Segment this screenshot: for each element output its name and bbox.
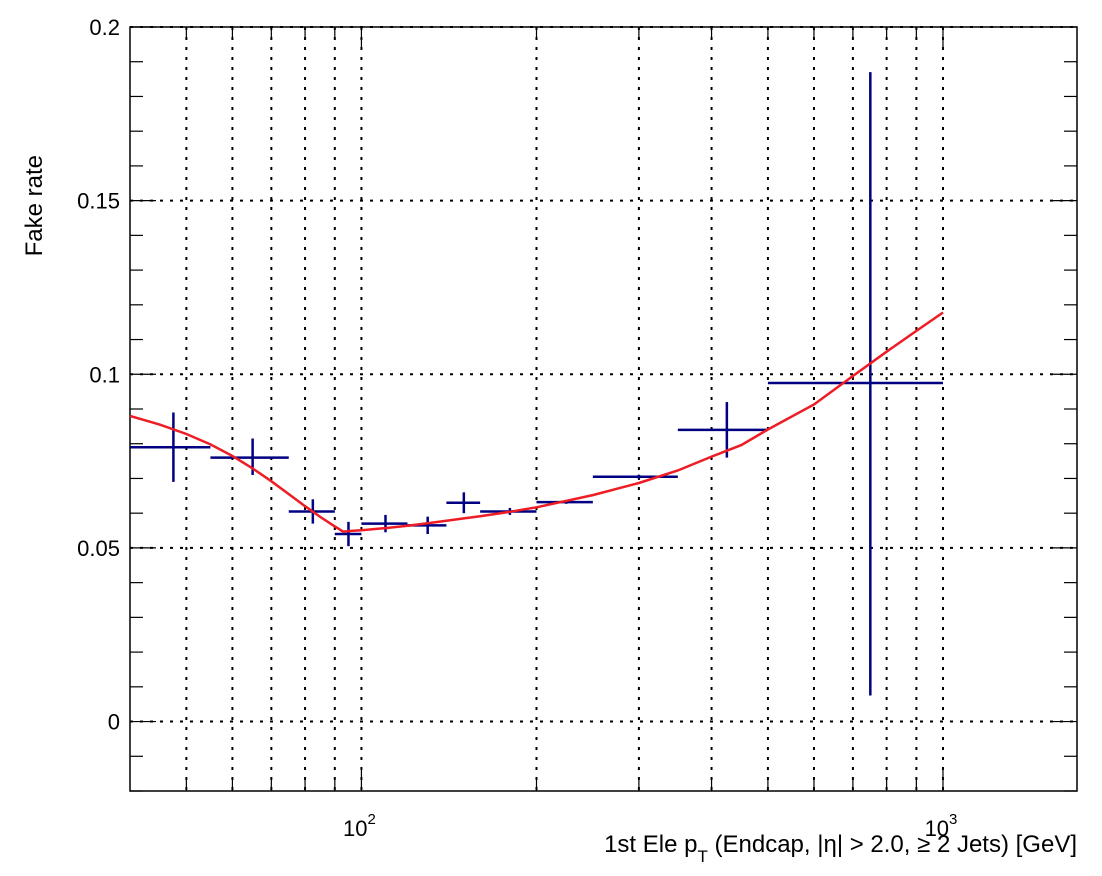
data-point	[446, 492, 481, 514]
y-tick-label: 0	[108, 710, 120, 735]
data-point	[767, 72, 943, 696]
data-point	[592, 474, 678, 479]
data-point	[361, 514, 408, 533]
x-axis-label: 1st Ele pT (Endcap, |η| > 2.0, ≥ 2 Jets)…	[604, 831, 1077, 866]
data-point	[210, 438, 289, 475]
x-tick-label: 103	[925, 811, 958, 841]
y-tick-label: 0.15	[77, 189, 120, 214]
x-axis-label-suffix: (Endcap, |η| > 2.0, ≥ 2 Jets) [GeV]	[708, 831, 1077, 858]
y-tick-labels: 0 0.05 0.1 0.15 0.2	[77, 15, 120, 735]
fit-curve	[129, 311, 944, 533]
x-tick-label-exponent: 2	[367, 811, 375, 828]
x-tick-label-base: 10	[343, 816, 367, 841]
y-tick-label: 0.2	[89, 15, 120, 40]
data-point	[334, 521, 362, 547]
y-tick-label: 0.05	[77, 536, 120, 561]
data-point	[130, 412, 211, 482]
x-tick-label-exponent: 3	[949, 811, 957, 828]
y-axis-label: Fake rate	[21, 155, 48, 256]
axis-ticks	[130, 26, 1077, 792]
x-axis-label-prefix: 1st Ele p	[604, 831, 697, 858]
data-points	[130, 72, 943, 696]
grid	[130, 26, 1077, 791]
x-tick-labels: 102 103	[343, 811, 957, 841]
y-tick-label: 0.1	[89, 362, 120, 387]
x-tick-label-base: 10	[925, 816, 949, 841]
x-tick-label: 102	[343, 811, 376, 841]
data-point	[677, 402, 768, 458]
x-axis-label-subscript: T	[697, 847, 707, 866]
